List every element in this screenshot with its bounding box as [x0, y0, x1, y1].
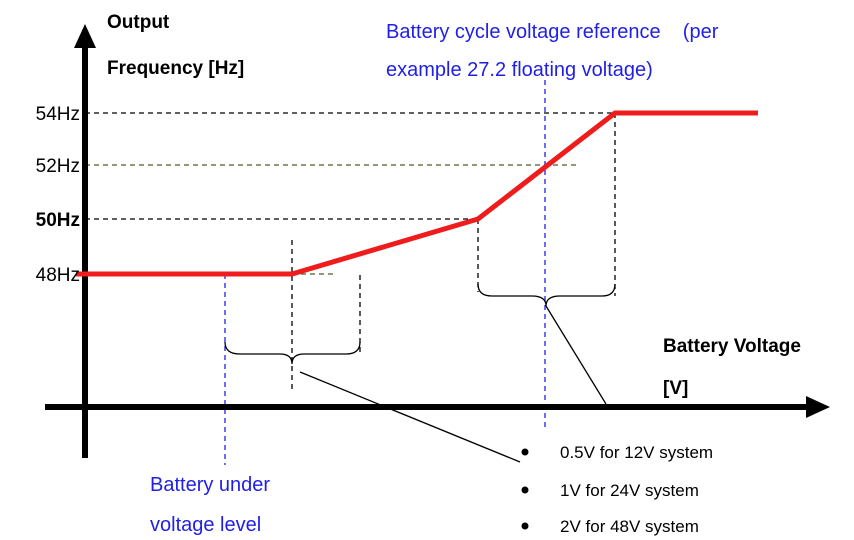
- bullet-text: 0.5V for 12V system: [560, 443, 713, 462]
- frequency-curve: [76, 110, 758, 277]
- brace: [477, 283, 616, 307]
- annotation: voltage level: [150, 514, 261, 536]
- axis-arrow: [74, 24, 96, 48]
- level-label: 54Hz: [36, 104, 80, 125]
- brace: [224, 341, 361, 365]
- y-axis-label: Frequency [Hz]: [107, 58, 244, 79]
- bullet: [521, 448, 529, 456]
- y-axis-label: Output: [107, 12, 170, 33]
- level-label: 50Hz: [36, 210, 80, 231]
- axis-arrow: [806, 396, 830, 418]
- bullet: [521, 522, 529, 530]
- annotation: Battery cycle voltage reference (per: [386, 21, 719, 43]
- bullet-text: 1V for 24V system: [560, 481, 699, 500]
- bullet-text: 2V for 48V system: [560, 517, 699, 536]
- level-label: 48Hz: [36, 265, 80, 286]
- pointer-line: [299, 371, 521, 463]
- bullet: [521, 486, 529, 494]
- x-axis-label: Battery Voltage: [663, 336, 801, 357]
- annotation: Battery under: [150, 474, 270, 496]
- level-label: 52Hz: [36, 156, 80, 177]
- pointer-line: [545, 305, 607, 405]
- x-axis-label: [V]: [663, 378, 688, 399]
- annotation: example 27.2 floating voltage): [386, 59, 653, 81]
